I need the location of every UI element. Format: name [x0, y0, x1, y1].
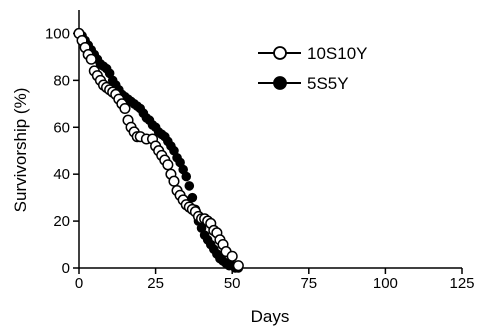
legend-marker — [273, 46, 287, 60]
legend-label: 5S5Y — [307, 74, 349, 93]
x-tick-label: 50 — [224, 275, 241, 292]
data-point — [184, 181, 195, 191]
x-axis-label: Days — [251, 307, 290, 326]
data-point — [85, 53, 97, 65]
y-tick-label: 20 — [53, 213, 70, 230]
legend-label: 10S10Y — [307, 44, 368, 63]
data-point — [232, 260, 244, 272]
legend-entry: 5S5Y — [258, 74, 349, 93]
data-point — [162, 159, 174, 171]
data-point — [119, 102, 131, 115]
x-tick-label: 75 — [300, 275, 317, 292]
y-tick-label: 80 — [53, 72, 70, 89]
x-tick-label: 25 — [147, 275, 164, 292]
axes: 0 25 50 75 100 125 0 20 40 60 80 100 — [45, 10, 475, 292]
y-axis-label: Survivorship (%) — [11, 88, 30, 213]
legend: 10S10Y 5S5Y — [258, 44, 368, 93]
y-tick-label: 100 — [45, 25, 70, 42]
data-point — [181, 171, 192, 182]
series-10S10Y — [73, 27, 244, 272]
x-tick-label: 100 — [373, 275, 398, 292]
series-layer — [73, 27, 244, 273]
y-tick-label: 60 — [53, 119, 70, 136]
data-point — [226, 250, 238, 262]
y-tick-label: 40 — [53, 166, 70, 183]
y-tick-label: 0 — [62, 260, 70, 277]
x-tick-label: 125 — [449, 275, 474, 292]
legend-marker — [273, 76, 287, 90]
x-tick-label: 0 — [75, 275, 83, 292]
legend-entry: 10S10Y — [258, 44, 368, 63]
data-point — [168, 175, 180, 187]
